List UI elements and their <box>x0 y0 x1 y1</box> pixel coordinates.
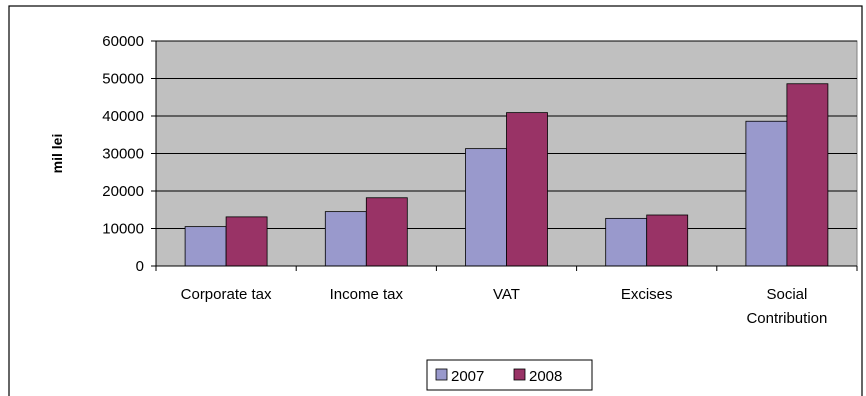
y-tick-label-1: 10000 <box>102 221 144 238</box>
bar-2008-0 <box>225 216 268 267</box>
y-tick-labels: 0 10000 20000 30000 40000 50000 60000 <box>102 33 144 275</box>
legend-label-2008: 2008 <box>529 368 562 385</box>
legend: 2007 2008 <box>426 359 593 391</box>
category-label-4-line0: Social <box>766 286 807 303</box>
axes <box>151 40 858 271</box>
y-tick-label-6: 60000 <box>102 33 144 50</box>
category-labels: Corporate tax Income tax VAT Excises Social C… <box>181 286 828 327</box>
category-label-0: Corporate tax <box>181 286 272 303</box>
bar-2007-4 <box>745 120 788 267</box>
bar-2007-0 <box>184 226 227 267</box>
bar-2008-2 <box>506 112 548 267</box>
bar-2008-4 <box>786 83 829 267</box>
category-label-4-line1: Contribution <box>746 310 827 327</box>
bar-2008-1 <box>365 197 408 267</box>
legend-label-2007: 2007 <box>451 368 484 385</box>
y-tick-label-3: 30000 <box>102 146 144 163</box>
y-tick-label-5: 50000 <box>102 71 144 88</box>
legend-box <box>426 359 593 391</box>
legend-swatch-2007 <box>435 368 448 381</box>
bar-2007-2 <box>465 148 507 267</box>
category-label-3: Excises <box>621 286 673 303</box>
category-label-1: Income tax <box>330 286 404 303</box>
y-tick-label-2: 20000 <box>102 183 144 200</box>
y-tick-label-0: 0 <box>136 258 144 275</box>
bar-2007-3 <box>605 217 648 267</box>
category-label-2: VAT <box>493 286 520 303</box>
y-tick-label-4: 40000 <box>102 108 144 125</box>
legend-swatch-2008 <box>513 368 526 381</box>
bar-2008-3 <box>646 214 689 267</box>
y-axis-label: mil lei <box>49 134 65 174</box>
bar-2007-1 <box>324 211 367 267</box>
